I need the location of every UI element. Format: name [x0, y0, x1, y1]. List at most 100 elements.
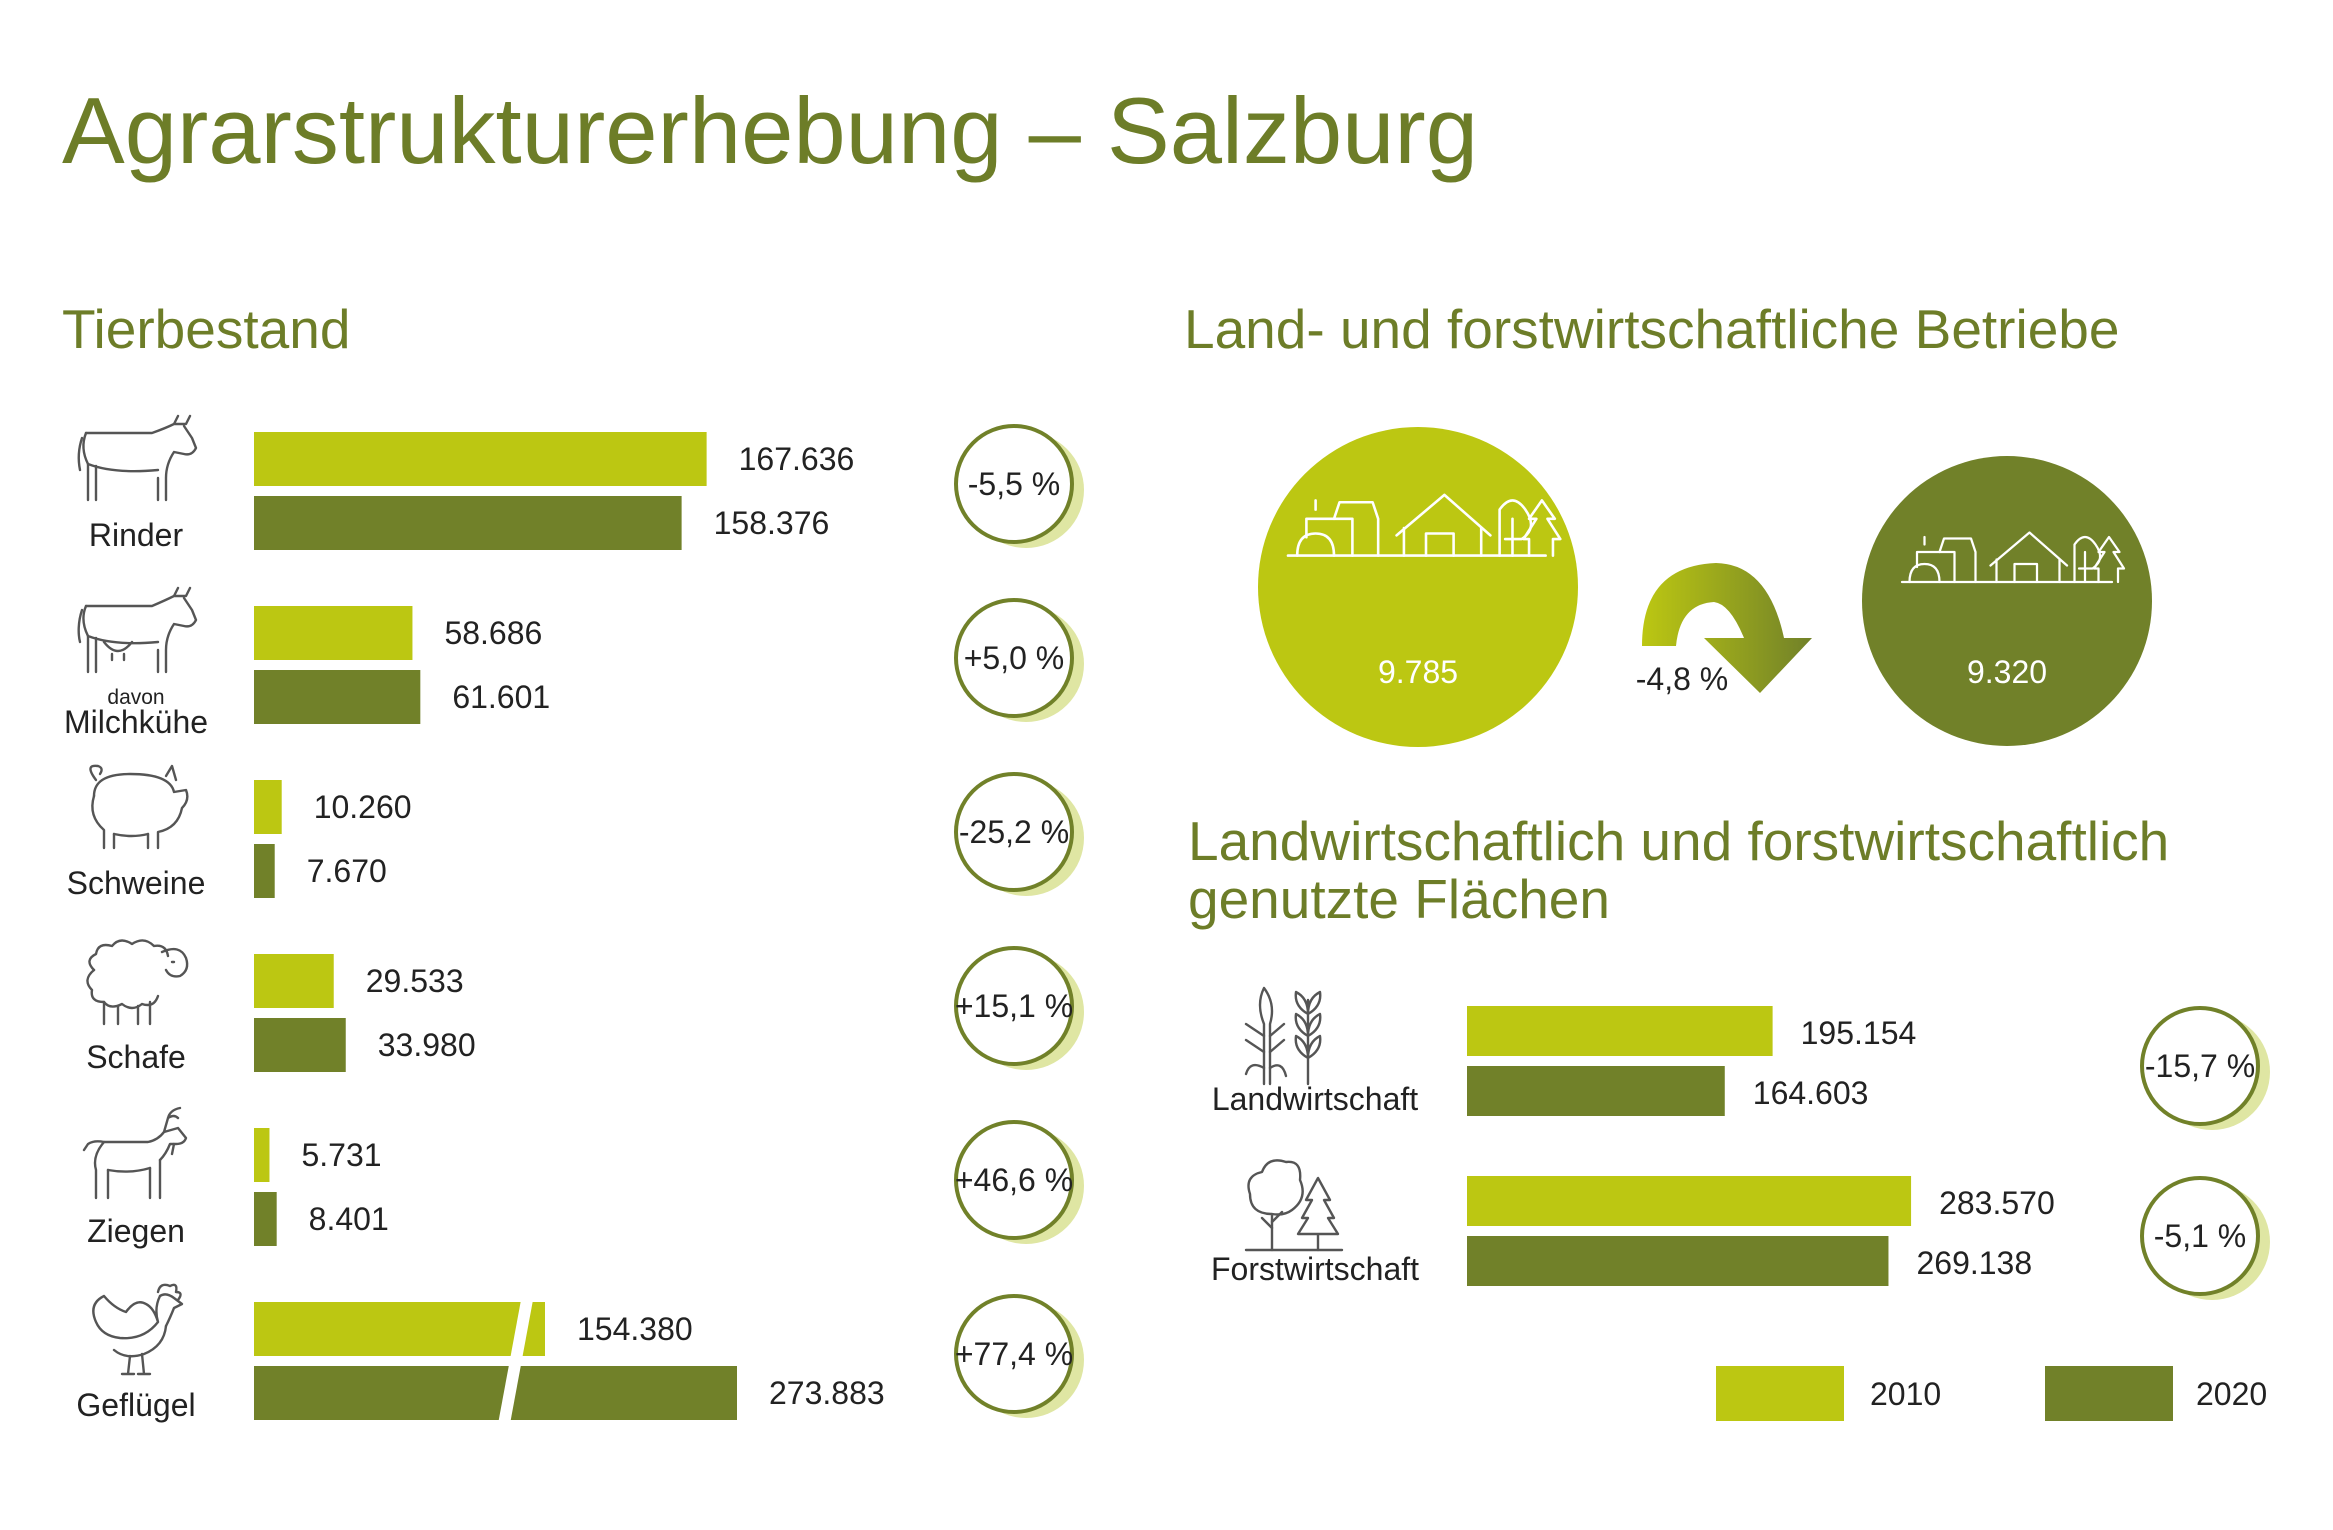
dairy-cow-icon-stroke-2	[156, 596, 198, 674]
change-badge-ring	[954, 772, 1074, 892]
change-badge-ring	[954, 946, 1074, 1066]
farms-section-title: Land- und forstwirtschaftliche Betriebe	[1184, 298, 2119, 360]
chicken-icon-stroke-3	[112, 1324, 168, 1358]
value-label-2020: 8.401	[309, 1201, 389, 1237]
land-change-badge-value: -5,1 %	[2154, 1218, 2246, 1254]
animal-row: Geflügel 154.380 273.883 +77,4 %	[76, 1283, 1084, 1423]
farm-icon-stroke-2	[1305, 517, 1354, 557]
bar-2010	[254, 1302, 545, 1356]
animals-chart: Rinder 167.636 158.376 -5,5 % davonMilchkühe…	[64, 414, 1084, 1424]
farm-icon-stroke-5	[1989, 531, 2069, 584]
chicken-icon-stroke-2	[92, 1294, 162, 1340]
farm-icon-stroke-3	[1332, 500, 1380, 557]
bar-2020	[254, 1192, 277, 1246]
land-section-title-line1: Landwirtschaftlich und forstwirtschaftli…	[1188, 810, 2169, 872]
dairy-cow-icon-stroke-1	[84, 586, 192, 608]
farm-icon-stroke-9	[2092, 535, 2126, 584]
farms-2020-value: 9.320	[1967, 654, 2047, 690]
change-badge: -5,5 %	[954, 424, 1084, 548]
category-label: Rinder	[89, 517, 184, 553]
dairy-cow-icon	[77, 586, 198, 674]
dairy-cow-icon-stroke-0	[77, 608, 84, 644]
crops-icon-stroke-2	[1244, 1063, 1288, 1078]
change-badge: +77,4 %	[954, 1294, 1084, 1418]
goat-icon-stroke-5	[170, 1142, 176, 1156]
category-label: Schafe	[86, 1039, 186, 1075]
farms-2010-circle	[1258, 427, 1578, 747]
cow-icon	[77, 414, 198, 502]
bar-2020	[254, 1366, 737, 1420]
change-badge-ring	[954, 1294, 1074, 1414]
legend-swatch	[1716, 1366, 1844, 1421]
bar-2020	[254, 1018, 346, 1072]
value-label-2020: 158.376	[714, 505, 830, 541]
bar-2020	[254, 496, 682, 550]
change-badge-value: +46,6 %	[955, 1162, 1073, 1198]
bar-2020	[254, 670, 421, 724]
change-badge-ring	[954, 424, 1074, 544]
change-badge-value: -25,2 %	[959, 814, 1069, 850]
animal-row: Ziegen 5.731 8.401 +46,6 %	[82, 1106, 1084, 1249]
farm-icon	[1900, 531, 2126, 584]
category-label: Schweine	[67, 865, 206, 901]
farm-icon-stroke-1	[1295, 532, 1336, 557]
farm-icon-stroke-1	[1908, 562, 1941, 584]
cow-icon-stroke-4	[86, 462, 160, 473]
land-change-badge-ring	[2140, 1176, 2260, 1296]
value-label-2010: 5.731	[301, 1137, 381, 1173]
sheep-icon-stroke-3	[102, 1000, 152, 1026]
crops-icon-stroke-3	[1294, 990, 1322, 1086]
change-badge: +5,0 %	[954, 598, 1084, 722]
sheep-icon	[86, 939, 189, 1026]
chicken-icon-stroke-0	[156, 1283, 182, 1302]
animals-section-title: Tierbestand	[62, 298, 350, 360]
animal-row: Schweine 10.260 7.670 -25,2 %	[67, 764, 1084, 901]
legend-item-2010: 2010	[1716, 1366, 1941, 1421]
land-row: Landwirtschaft 195.154 164.603 -15,7 %	[1212, 986, 2270, 1130]
cow-icon-stroke-1	[84, 414, 192, 435]
goat-icon-stroke-3	[148, 1158, 162, 1200]
bar-2020	[254, 844, 275, 898]
change-badge-ring	[954, 598, 1074, 718]
legend-swatch	[2045, 1366, 2173, 1421]
goat-icon-stroke-2	[93, 1140, 110, 1200]
land-section-title-line2: genutzte Flächen	[1188, 868, 1610, 930]
change-badge-value: +5,0 %	[964, 640, 1065, 676]
land-use-chart: Landwirtschaft 195.154 164.603 -15,7 % Forst…	[1211, 986, 2270, 1300]
category-label: Geflügel	[76, 1387, 195, 1423]
bar-2010	[254, 432, 707, 486]
pig-icon-stroke-3	[89, 764, 103, 782]
chicken-icon-stroke-4	[120, 1352, 152, 1376]
bar-2010	[254, 606, 413, 660]
bar-2010	[254, 954, 334, 1008]
farms-comparison: 9.785 9.320 -4,8 %	[1258, 427, 2152, 747]
sheep-icon-stroke-0	[88, 939, 170, 972]
land-value-label-2010: 195.154	[1801, 1015, 1917, 1051]
land-change-badge: -15,7 %	[2140, 1006, 2270, 1130]
trees-icon	[1244, 1159, 1344, 1252]
land-value-label-2020: 164.603	[1753, 1075, 1869, 1111]
decrease-arrow	[1642, 563, 1812, 693]
trees-icon-stroke-0	[1247, 1159, 1304, 1252]
value-label-2010: 29.533	[366, 963, 464, 999]
goat-icon	[82, 1106, 188, 1200]
land-bar-2010	[1467, 1176, 1912, 1226]
value-label-2010: 154.380	[577, 1311, 693, 1347]
chicken-icon-stroke-1	[158, 1293, 184, 1328]
change-badge: -25,2 %	[954, 772, 1084, 896]
category-label: Milchkühe	[64, 704, 208, 740]
cow-icon-stroke-2	[156, 424, 198, 502]
value-label-2020: 273.883	[769, 1375, 885, 1411]
farm-icon-stroke-2	[1915, 550, 1956, 584]
chicken-icon	[92, 1283, 184, 1376]
cow-icon-stroke-0	[77, 436, 84, 472]
bar-2010	[254, 1128, 270, 1182]
category-label: Ziegen	[87, 1213, 185, 1249]
change-badge-value: +77,4 %	[955, 1336, 1073, 1372]
dairy-cow-icon-stroke-5	[86, 634, 160, 645]
farm-icon	[1286, 493, 1562, 557]
crops-icon	[1244, 986, 1322, 1086]
land-bar-2020	[1467, 1066, 1725, 1116]
legend-item-2020: 2020	[2045, 1366, 2267, 1421]
